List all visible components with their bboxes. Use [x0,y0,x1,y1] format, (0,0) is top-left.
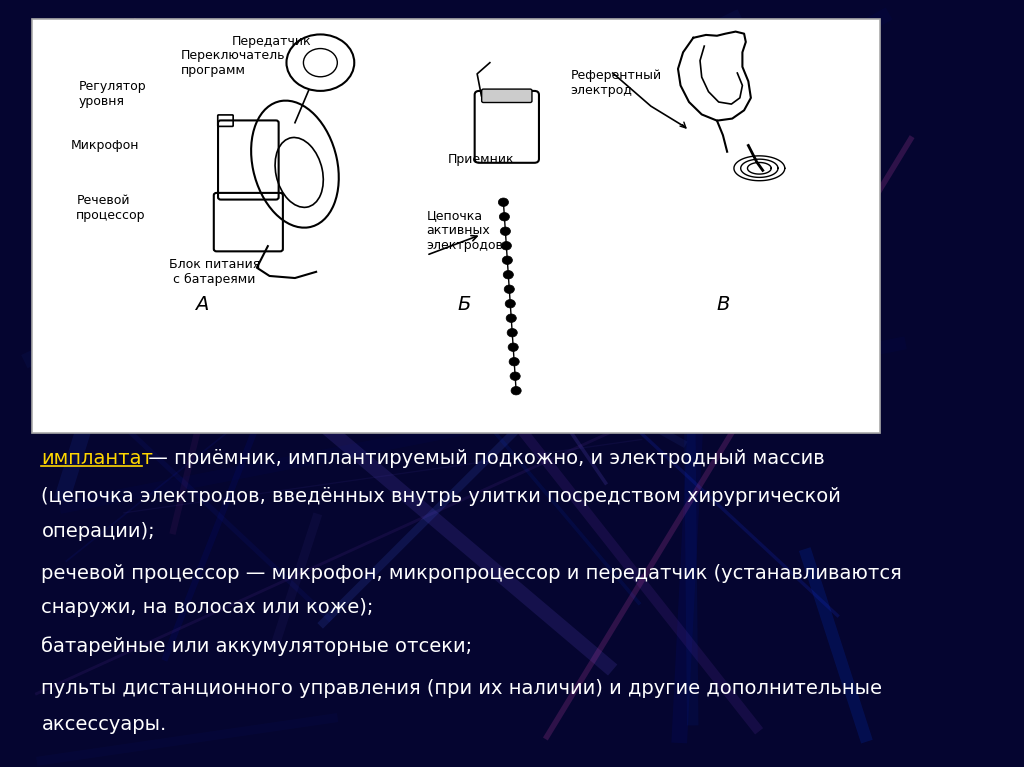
Text: снаружи, на волосах или коже);: снаружи, на волосах или коже); [41,598,374,617]
Circle shape [287,35,354,91]
FancyBboxPatch shape [481,89,531,103]
Text: имплантат: имплантат [41,449,154,468]
Circle shape [507,328,517,337]
Text: Передатчик: Передатчик [231,35,311,48]
Circle shape [509,357,519,366]
Text: речевой процессор — микрофон, микропроцессор и передатчик (устанавливаются: речевой процессор — микрофон, микропроце… [41,564,902,583]
Text: Речевой
процессор: Речевой процессор [77,193,145,222]
Circle shape [501,227,510,235]
Circle shape [510,372,520,380]
Circle shape [499,198,509,206]
Circle shape [502,242,511,250]
Text: Регулятор
уровня: Регулятор уровня [79,80,146,107]
Circle shape [503,271,513,279]
Text: Микрофон: Микрофон [71,139,139,152]
Circle shape [504,285,514,294]
FancyBboxPatch shape [475,91,539,163]
Circle shape [506,314,516,322]
Bar [32,19,880,433]
Text: — приёмник, имплантируемый подкожно, и электродный массив: — приёмник, имплантируемый подкожно, и э… [142,449,825,468]
Text: Переключатель
программ: Переключатель программ [180,48,285,77]
Text: Цепочка
активных
электродов: Цепочка активных электродов [426,209,503,252]
Circle shape [505,299,515,308]
Circle shape [502,256,512,265]
Text: пульты дистанционного управления (при их наличии) и другие дополнительные: пульты дистанционного управления (при их… [41,679,883,698]
Text: аксессуары.: аксессуары. [41,715,167,734]
Circle shape [508,343,518,351]
Text: В: В [716,295,729,314]
Circle shape [500,212,510,221]
Text: А: А [195,295,209,314]
Text: батарейные или аккумуляторные отсеки;: батарейные или аккумуляторные отсеки; [41,637,473,657]
Circle shape [511,387,521,395]
Text: (цепочка электродов, введённых внутрь улитки посредством хирургической: (цепочка электродов, введённых внутрь ул… [41,487,842,506]
Text: Б: Б [458,295,471,314]
Text: Блок питания
с батареями: Блок питания с батареями [169,258,260,286]
Text: Референтный
электрод: Референтный электрод [570,69,662,97]
Text: операции);: операции); [41,522,155,541]
Text: Приемник: Приемник [447,153,514,166]
